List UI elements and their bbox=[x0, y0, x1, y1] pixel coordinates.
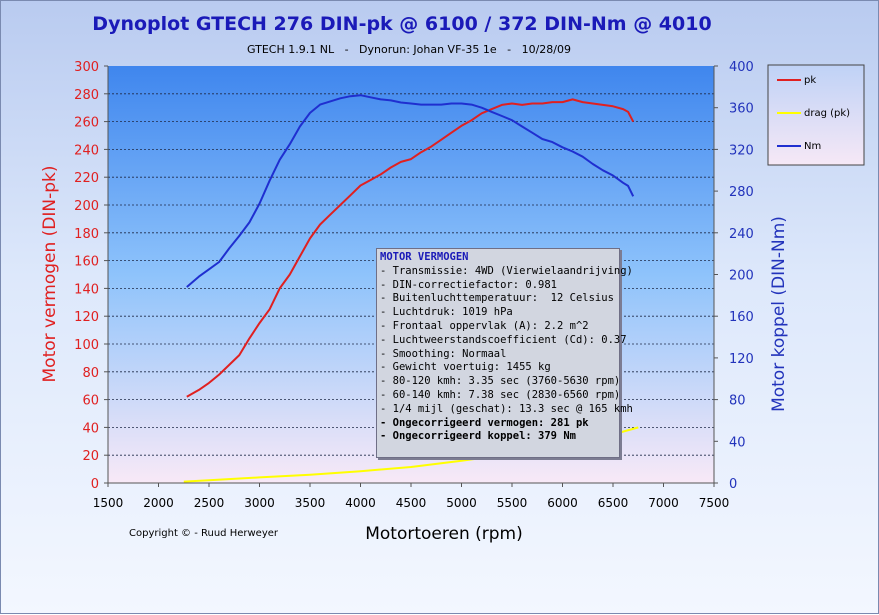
chart-title: Dynoplot GTECH 276 DIN-pk @ 6100 / 372 D… bbox=[92, 13, 711, 35]
x-tick-label: 3500 bbox=[295, 496, 326, 510]
info-line-uncorrected-torque: - Ongecorrigeerd koppel: 379 Nm bbox=[380, 430, 576, 443]
y-left-tick-label: 300 bbox=[74, 60, 99, 75]
info-line-frontal-area: - Frontaal oppervlak (A): 2.2 m^2 bbox=[380, 319, 589, 332]
series-line-nm bbox=[186, 94, 635, 288]
x-tick-label: 7000 bbox=[648, 496, 679, 510]
legend-box bbox=[767, 64, 865, 166]
info-line-drag-coefficient: - Luchtweerstandscoefficient (Cd): 0.37 bbox=[380, 333, 627, 346]
x-tick-label: 2500 bbox=[194, 496, 225, 510]
x-tick-label: 6000 bbox=[547, 496, 578, 510]
info-line-temperature: - Buitenluchttemperatuur: 12 Celsius bbox=[380, 292, 614, 305]
x-tick-label: 6500 bbox=[598, 496, 629, 510]
y-axis-right-label: Motor koppel (DIN-Nm) bbox=[769, 216, 789, 412]
y-left-tick-label: 260 bbox=[74, 116, 99, 131]
info-line-smoothing: - Smoothing: Normaal bbox=[380, 347, 507, 360]
y-right-tick-label: 240 bbox=[729, 227, 754, 242]
y-right-tick-label: 320 bbox=[729, 143, 754, 158]
y-right-tick-label: 80 bbox=[729, 394, 746, 409]
x-tick-label: 1500 bbox=[93, 496, 124, 510]
legend-label-pk: pk bbox=[804, 75, 816, 86]
y-left-tick-label: 140 bbox=[74, 282, 99, 297]
info-line-80-120: - 80-120 kmh: 3.35 sec (3760-5630 rpm) bbox=[380, 375, 621, 388]
x-axis-label: Motortoeren (rpm) bbox=[365, 524, 523, 544]
y-right-tick-label: 120 bbox=[729, 352, 754, 367]
legend: pk drag (pk) Nm bbox=[767, 64, 865, 166]
y-left-tick-label: 280 bbox=[74, 88, 99, 103]
x-tick-label: 4500 bbox=[396, 496, 427, 510]
y-left-tick-label: 40 bbox=[82, 421, 99, 436]
y-right-tick-label: 160 bbox=[729, 310, 754, 325]
x-tick-label: 5500 bbox=[497, 496, 528, 510]
y-right-tick-label: 360 bbox=[729, 102, 754, 117]
chart-subtitle: GTECH 1.9.1 NL - Dynorun: Johan VF-35 1e… bbox=[247, 43, 571, 56]
y-left-tick-label: 100 bbox=[74, 338, 99, 353]
motor-info-box: MOTOR VERMOGEN - Transmissie: 4WD (Vierw… bbox=[376, 248, 633, 458]
copyright-text: Copyright © - Ruud Herweyer bbox=[129, 528, 279, 539]
y-axis-left-label: Motor vermogen (DIN-pk) bbox=[40, 166, 60, 383]
legend-label-drag: drag (pk) bbox=[804, 108, 850, 119]
y-left-tick-label: 160 bbox=[74, 255, 99, 270]
series-line-pk bbox=[186, 98, 635, 398]
info-line-weight: - Gewicht voertuig: 1455 kg bbox=[380, 361, 551, 374]
y-right-tick-label: 280 bbox=[729, 185, 754, 200]
info-line-uncorrected-power: - Ongecorrigeerd vermogen: 281 pk bbox=[380, 416, 589, 429]
y-left-tick-label: 80 bbox=[82, 366, 99, 381]
y-left-tick-label: 240 bbox=[74, 143, 99, 158]
y-left-tick-label: 180 bbox=[74, 227, 99, 242]
info-line-transmission: - Transmissie: 4WD (Vierwielaandrijving) bbox=[380, 264, 633, 277]
info-line-60-140: - 60-140 kmh: 7.38 sec (2830-6560 rpm) bbox=[380, 388, 621, 401]
x-tick-label: 4000 bbox=[345, 496, 376, 510]
y-right-tick-label: 0 bbox=[729, 477, 737, 492]
y-left-tick-label: 220 bbox=[74, 171, 99, 186]
y-left-tick-label: 20 bbox=[82, 449, 99, 464]
info-box-title: MOTOR VERMOGEN bbox=[380, 251, 469, 263]
info-line-din-factor: - DIN-correctiefactor: 0.981 bbox=[380, 278, 558, 291]
y-right-tick-label: 200 bbox=[729, 269, 754, 284]
info-line-air-pressure: - Luchtdruk: 1019 hPa bbox=[380, 306, 513, 319]
y-right-tick-label: 40 bbox=[729, 435, 746, 450]
y-left-tick-label: 60 bbox=[82, 394, 99, 409]
x-tick-label: 3000 bbox=[244, 496, 275, 510]
x-tick-label: 5000 bbox=[446, 496, 477, 510]
legend-label-nm: Nm bbox=[804, 141, 821, 152]
y-left-tick-label: 200 bbox=[74, 199, 99, 214]
info-line-quarter-mile: - 1/4 mijl (geschat): 13.3 sec @ 165 kmh bbox=[380, 402, 633, 415]
y-left-tick-label: 120 bbox=[74, 310, 99, 325]
x-tick-label: 7500 bbox=[699, 496, 730, 510]
y-right-tick-label: 400 bbox=[729, 60, 754, 75]
x-tick-label: 2000 bbox=[143, 496, 174, 510]
y-left-tick-label: 0 bbox=[91, 477, 99, 492]
